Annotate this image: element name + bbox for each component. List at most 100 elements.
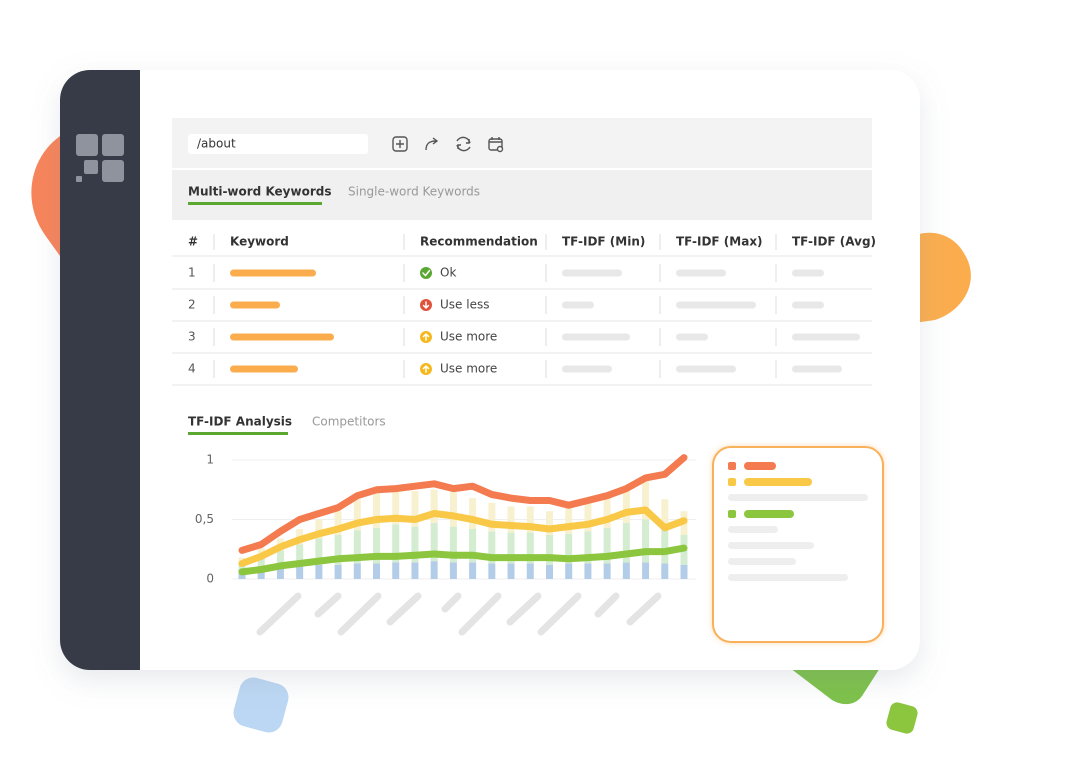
bar-segment — [430, 523, 438, 562]
bar-segment — [353, 499, 361, 531]
bar-segment — [584, 563, 592, 579]
bar-segment — [680, 564, 688, 579]
bar-segment — [469, 562, 477, 579]
value-placeholder — [562, 269, 622, 277]
recommendation: Use less — [440, 298, 489, 312]
keyword-placeholder — [230, 269, 316, 277]
tab-underline — [188, 432, 288, 435]
status-icon — [420, 267, 432, 279]
value-placeholder — [562, 365, 612, 373]
tab[interactable]: Competitors — [312, 415, 386, 429]
bar-segment — [373, 527, 381, 564]
bar-segment — [565, 563, 573, 579]
blob-green — [790, 668, 880, 705]
recommendation: Ok — [440, 266, 456, 280]
bar-segment — [488, 531, 496, 564]
bar-segment — [603, 527, 611, 564]
x-label-placeholders — [256, 592, 662, 636]
y-tick-label: 0,5 — [195, 512, 214, 526]
bar-segment — [276, 567, 284, 579]
bar-segment — [257, 567, 265, 579]
bar-segment — [449, 526, 457, 563]
bar-segment — [584, 531, 592, 564]
url-input[interactable] — [188, 134, 368, 154]
line-series — [238, 544, 688, 576]
bar-segment — [545, 534, 553, 565]
bar-segment — [392, 490, 400, 525]
bar-segment — [392, 562, 400, 579]
row-index: 3 — [188, 330, 196, 344]
value-placeholder — [792, 333, 860, 341]
bar-segment — [642, 481, 650, 520]
logo — [76, 134, 124, 182]
bar-segment — [353, 563, 361, 579]
status-glyph — [422, 364, 430, 373]
bar-segment — [257, 548, 265, 556]
bar-segment — [296, 565, 304, 579]
y-tick-label: 1 — [206, 453, 214, 467]
bar-segment — [545, 564, 553, 579]
bar-segment — [315, 519, 323, 539]
bar-segment — [373, 563, 381, 579]
column-header: TF-IDF (Max) — [676, 235, 763, 249]
bar-segment — [642, 562, 650, 579]
column-header: # — [188, 235, 198, 249]
bar-segment — [507, 532, 515, 564]
bar-segment — [373, 492, 381, 528]
bar-segment — [296, 544, 304, 566]
bar-segment — [565, 533, 573, 564]
bar-segment — [430, 489, 438, 524]
keyword-placeholder — [230, 333, 334, 341]
bar-segment — [334, 564, 342, 579]
line-series — [238, 506, 688, 567]
bar-segment — [257, 555, 265, 568]
column-header: Recommendation — [420, 235, 538, 249]
bar-segment — [584, 502, 592, 532]
bar-segment — [507, 506, 515, 533]
bar-segment — [353, 530, 361, 564]
keyword-placeholder — [230, 301, 280, 309]
value-placeholder — [676, 365, 736, 373]
bar-segment — [469, 498, 477, 530]
bar-segment — [526, 532, 534, 564]
status-glyph — [422, 332, 430, 341]
bar-segment — [661, 563, 669, 579]
tab-active[interactable]: Multi-word Keywords — [188, 185, 331, 199]
tab[interactable]: Single-word Keywords — [348, 185, 480, 199]
bar-segment — [430, 561, 438, 579]
bar-segment — [276, 550, 284, 568]
bar-segment — [488, 563, 496, 579]
value-placeholder — [676, 269, 726, 277]
column-header: TF-IDF (Min) — [562, 235, 645, 249]
bar-segment — [661, 499, 669, 528]
value-placeholder — [792, 269, 824, 277]
value-placeholder — [562, 301, 594, 309]
keyword-placeholder — [230, 365, 298, 373]
bar-segment — [315, 564, 323, 579]
bar-segment — [526, 506, 534, 533]
toolbar-icons[interactable] — [392, 136, 504, 153]
bar-segment — [603, 563, 611, 579]
bar-segment — [526, 563, 534, 579]
row-index: 2 — [188, 298, 196, 312]
bar-segment — [334, 534, 342, 565]
bar-segment — [603, 496, 611, 528]
row-index: 4 — [188, 362, 196, 376]
y-tick-label: 0 — [206, 572, 214, 586]
bar-segment — [469, 529, 477, 563]
bar-segment — [642, 519, 650, 563]
legend-placeholders — [728, 462, 868, 581]
bar-segment — [449, 490, 457, 527]
recommendation: Use more — [440, 330, 497, 344]
bar-segment — [507, 563, 515, 579]
value-placeholder — [562, 333, 630, 341]
bar-segment — [334, 511, 342, 535]
tab-active[interactable]: TF-IDF Analysis — [188, 415, 292, 429]
chart: 10,50 — [195, 453, 696, 586]
bar-segment — [315, 538, 323, 565]
value-placeholder — [676, 333, 708, 341]
value-placeholder — [792, 365, 842, 373]
bar-segment — [488, 502, 496, 532]
